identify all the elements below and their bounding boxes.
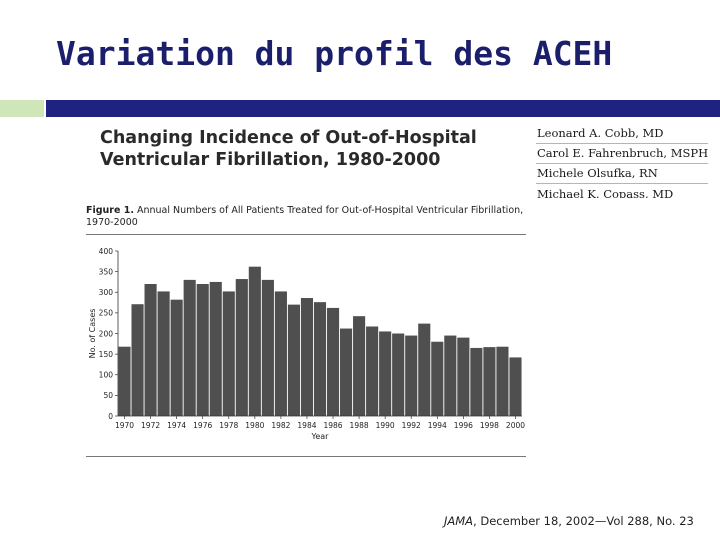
bar-1974 bbox=[170, 299, 183, 416]
bar-1988 bbox=[353, 316, 366, 416]
bar-1982 bbox=[274, 291, 287, 416]
x-tick-label: 1976 bbox=[193, 421, 212, 430]
x-tick-label: 1986 bbox=[323, 421, 342, 430]
x-tick-label: 1980 bbox=[245, 421, 264, 430]
x-tick-label: 1984 bbox=[297, 421, 316, 430]
author-3: Michele Olsufka, RN bbox=[536, 164, 708, 184]
bar-1975 bbox=[183, 279, 196, 416]
y-tick-label: 350 bbox=[99, 267, 114, 276]
bar-1979 bbox=[235, 279, 248, 416]
bar-1981 bbox=[261, 279, 274, 416]
bar-1984 bbox=[300, 298, 314, 416]
x-tick-label: 1990 bbox=[376, 421, 395, 430]
figure-caption: Figure 1. Annual Numbers of All Patients… bbox=[86, 205, 532, 229]
figure-label: Figure 1. bbox=[86, 205, 134, 216]
bar-1995 bbox=[444, 335, 457, 416]
y-tick-label: 400 bbox=[99, 247, 114, 256]
author-4: Michael K. Copass, MD bbox=[537, 187, 674, 198]
bar-1994 bbox=[431, 341, 444, 416]
y-tick-label: 50 bbox=[103, 391, 113, 400]
title-accent-block bbox=[0, 100, 44, 117]
bars bbox=[118, 266, 522, 416]
bar-1973 bbox=[157, 291, 170, 416]
y-tick-label: 200 bbox=[99, 329, 114, 338]
x-tick-label: 1992 bbox=[402, 421, 421, 430]
figure-rule-bottom bbox=[86, 456, 526, 457]
x-tick-label: 1972 bbox=[141, 421, 160, 430]
citation-journal: JAMA bbox=[444, 514, 474, 528]
y-tick-label: 300 bbox=[99, 288, 114, 297]
article-title-line-2: Ventricular Fibrillation, 1980-2000 bbox=[100, 150, 441, 170]
citation: JAMA, December 18, 2002—Vol 288, No. 23 bbox=[444, 514, 694, 528]
y-tick-label: 0 bbox=[108, 412, 113, 421]
bar-1971 bbox=[131, 304, 144, 416]
bar-1987 bbox=[340, 328, 353, 416]
bar-1997 bbox=[470, 347, 483, 416]
bar-1991 bbox=[392, 333, 405, 416]
bar-1970 bbox=[118, 346, 131, 416]
y-axis-label: No. of Cases bbox=[88, 309, 97, 359]
author-2: Carol E. Fahrenbruch, MSPH bbox=[536, 144, 708, 164]
y-tick-label: 250 bbox=[99, 309, 114, 318]
citation-details: , December 18, 2002—Vol 288, No. 23 bbox=[473, 514, 694, 528]
bar-1977 bbox=[209, 281, 222, 416]
bar-2000 bbox=[509, 357, 522, 416]
x-axis: 1970 1972 1974 1976 1978 1980 1982 1984 1986 1988… bbox=[115, 416, 525, 430]
x-tick-label: 2000 bbox=[506, 421, 525, 430]
bar-1998 bbox=[483, 347, 496, 416]
bar-1993 bbox=[418, 323, 431, 416]
bar-1976 bbox=[196, 284, 209, 416]
bar-1985 bbox=[313, 302, 327, 416]
bar-1999 bbox=[496, 346, 509, 416]
bar-1989 bbox=[366, 326, 379, 416]
y-axis: 0 50 100 150 200 250 300 350 400 bbox=[99, 247, 119, 421]
x-tick-label: 1978 bbox=[219, 421, 238, 430]
x-tick-label: 1994 bbox=[428, 421, 447, 430]
article-title: Changing Incidence of Out-of-Hospital Ve… bbox=[100, 127, 477, 171]
article-title-line-1: Changing Incidence of Out-of-Hospital bbox=[100, 128, 477, 148]
title-divider-bar bbox=[46, 100, 720, 117]
x-tick-label: 1982 bbox=[271, 421, 290, 430]
bar-1990 bbox=[379, 331, 392, 416]
x-tick-label: 1998 bbox=[480, 421, 499, 430]
bar-1972 bbox=[144, 284, 157, 416]
figure-caption-text: Annual Numbers of All Patients Treated f… bbox=[86, 205, 524, 228]
bar-1992 bbox=[405, 335, 418, 416]
bar-1983 bbox=[287, 304, 300, 416]
figure-rule-top bbox=[86, 234, 526, 235]
x-tick-label: 1988 bbox=[350, 421, 369, 430]
slide-title: Variation du profil des ACEH bbox=[56, 34, 613, 73]
author-list: Leonard A. Cobb, MD Carol E. Fahrenbruch… bbox=[536, 124, 708, 198]
x-tick-label: 1996 bbox=[454, 421, 473, 430]
x-tick-label: 1970 bbox=[115, 421, 134, 430]
bar-1986 bbox=[326, 307, 340, 416]
y-tick-label: 150 bbox=[99, 350, 114, 359]
x-tick-label: 1974 bbox=[167, 421, 186, 430]
author-1: Leonard A. Cobb, MD bbox=[536, 124, 708, 144]
bar-1996 bbox=[457, 337, 470, 416]
x-axis-label: Year bbox=[311, 432, 330, 441]
bar-1980 bbox=[248, 266, 261, 416]
bar-1978 bbox=[222, 291, 235, 416]
y-tick-label: 100 bbox=[99, 371, 114, 380]
